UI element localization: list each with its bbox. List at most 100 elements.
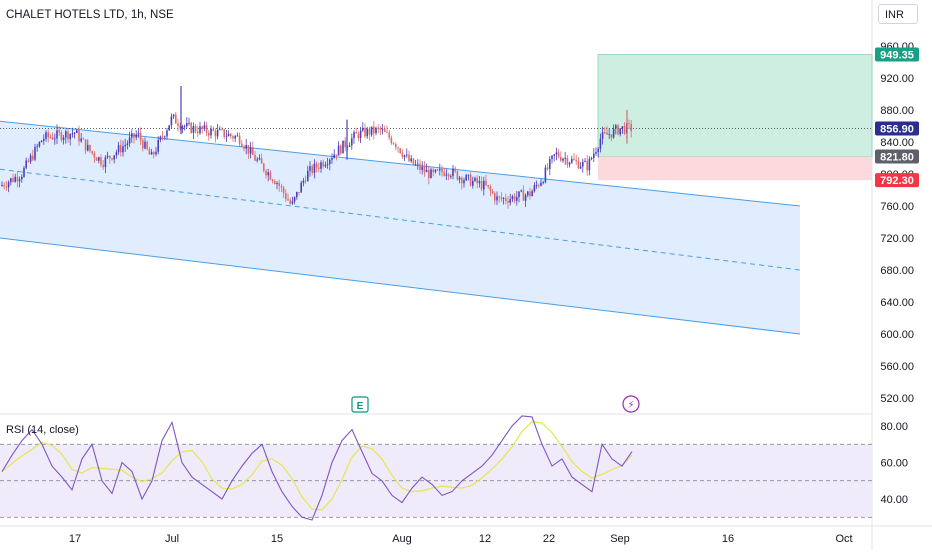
candle-body [392,143,395,145]
target-price-badge-label: 949.35 [880,50,914,62]
candle-body [456,171,459,180]
candle-body [595,152,597,154]
candle-body [577,160,580,169]
candle-body [355,132,357,134]
candle-body [593,153,595,159]
candle-body [73,132,76,134]
candle-body [175,114,177,124]
candle-body [166,130,168,137]
candle-body [401,153,404,157]
candle-body [366,128,368,137]
candle-body [606,132,608,135]
currency-selector[interactable]: INR [878,4,918,24]
candle-body [439,168,441,171]
candle-body [410,158,412,162]
candle-body [430,169,432,179]
candle-body [67,131,69,140]
x-tick-label: Oct [835,533,852,545]
x-tick-label: Sep [610,533,630,545]
candle-body [221,129,223,130]
candle-body [498,196,500,198]
candle-body [469,174,472,186]
candle-body [60,132,63,141]
candle-body [100,157,102,165]
candle-body [155,151,157,155]
stop-zone [598,156,872,181]
candle-body [225,136,228,138]
rsi-ma-line [1,421,633,511]
candle-body [170,116,173,126]
candle-body [144,141,146,149]
candle-body [386,131,388,133]
candle-body [524,195,527,201]
candle-body [540,182,542,186]
candle-body [516,197,518,201]
candle-body [590,158,593,159]
candle-body [546,167,549,169]
candle-body [315,163,318,168]
candle-body [131,133,133,138]
candle-body [443,172,445,176]
candle-body [278,182,280,187]
x-tick-label: 15 [271,533,283,545]
candle-body [153,152,155,155]
candle-body [21,176,23,180]
candle-body [500,197,503,200]
candle-body [183,126,186,127]
candle-body [533,185,536,192]
candle-body [612,128,615,138]
candle-body [274,181,276,184]
candle-body [106,155,109,158]
candle-body [82,138,85,140]
candle-body [148,149,151,155]
candle-body [280,186,283,188]
candle-body [95,157,98,161]
candle-body [375,127,377,134]
y-tick-label: 560.00 [880,361,914,373]
candle-body [601,132,604,139]
candle-body [146,141,148,150]
candle-body [260,158,263,164]
candle-body [293,197,296,202]
candle-body [496,196,498,201]
candle-body [588,158,591,171]
candle-body [267,172,269,176]
candle-body [161,136,164,138]
candle-body [126,143,129,145]
candle-body [139,132,142,141]
candle-body [478,181,481,184]
y-tick-label: 880.00 [880,105,914,117]
candle-body [432,169,434,173]
candle-body [518,191,520,198]
candle-body [54,138,56,140]
candle-body [287,199,289,201]
candle-body [29,155,32,162]
candle-body [465,175,467,181]
candle-body [397,147,399,149]
candle-body [177,123,179,127]
candle-body [117,145,120,153]
candle-body [487,185,489,187]
candle-body [115,152,118,156]
candle-body [192,126,195,133]
candle-body [93,153,96,158]
candle-body [7,182,10,188]
candle-body [263,163,265,171]
candle-body [128,137,131,144]
candle-body [509,199,511,203]
candle-body [403,155,406,157]
candle-body [236,135,239,137]
candle-body [230,133,232,137]
candle-body [243,146,245,149]
candle-body [381,129,384,131]
y-tick-label: 840.00 [880,137,914,149]
candle-body [452,168,454,177]
candle-body [142,140,144,149]
y-tick-label: 760.00 [880,201,914,213]
candle-body [450,176,452,177]
candle-body [329,159,331,165]
candle-body [560,156,562,161]
candle-body [159,136,162,140]
